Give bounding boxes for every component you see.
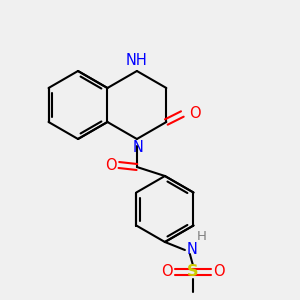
Text: H: H <box>197 230 207 243</box>
Text: N: N <box>133 140 143 155</box>
Text: O: O <box>161 265 173 280</box>
Text: O: O <box>189 106 201 121</box>
Text: NH: NH <box>126 53 148 68</box>
Text: O: O <box>213 265 225 280</box>
Text: S: S <box>187 265 199 280</box>
Text: O: O <box>105 158 117 172</box>
Text: N: N <box>187 242 198 257</box>
